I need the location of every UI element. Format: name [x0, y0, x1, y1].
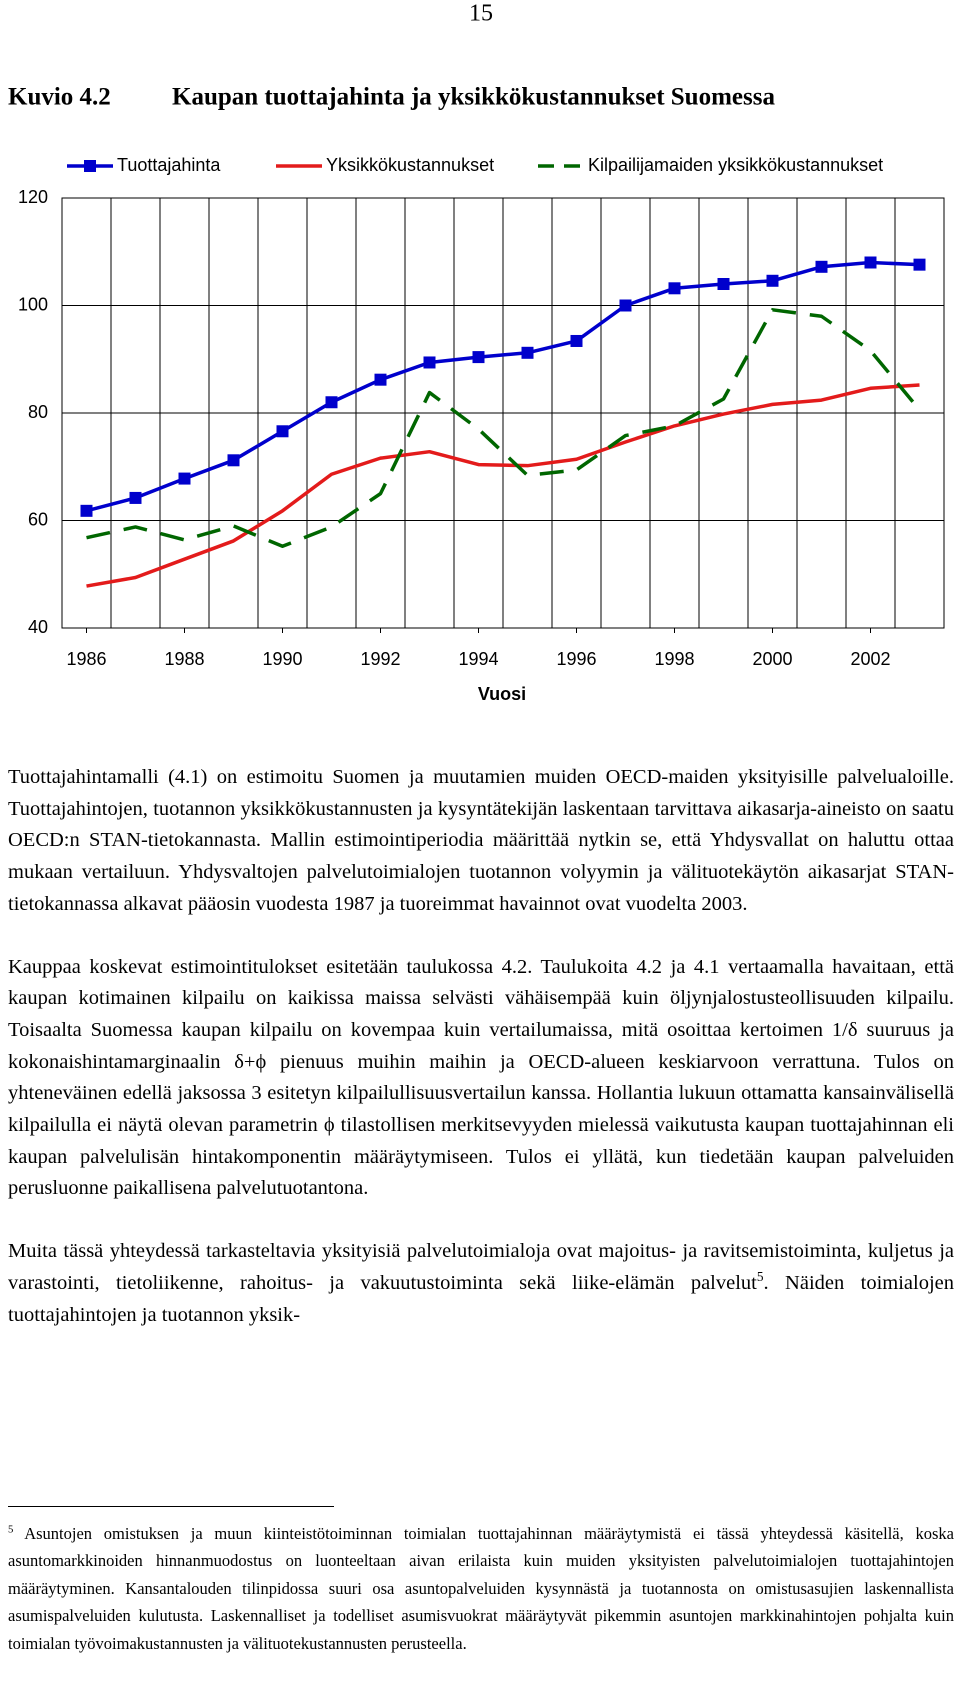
- marker: [80, 504, 93, 517]
- y-tick-label: 100: [18, 294, 48, 314]
- y-tick-label: 80: [28, 402, 48, 422]
- x-tick-label: 2002: [850, 649, 890, 669]
- figure-title: Kaupan tuottajahinta ja yksikkökustannuk…: [172, 84, 775, 111]
- x-tick-label: 1996: [556, 649, 596, 669]
- legend-label: Yksikkökustannukset: [326, 155, 494, 175]
- marker: [276, 425, 289, 438]
- x-tick-label: 2000: [752, 649, 792, 669]
- paragraph: Kauppaa koskevat estimointitulokset esit…: [8, 955, 954, 1200]
- series-line: [86, 260, 920, 513]
- marker: [717, 278, 730, 290]
- marker: [864, 256, 877, 269]
- footnote-ref: 5: [756, 1269, 764, 1285]
- marker: [766, 274, 779, 287]
- marker: [325, 396, 338, 409]
- marker: [423, 356, 436, 369]
- x-tick-label: 1992: [360, 649, 400, 669]
- page-number: 15: [469, 1, 493, 27]
- text: . Näiden toimialojen tuottajahintojen ja…: [8, 1271, 954, 1326]
- series-line: [86, 308, 921, 549]
- figure-label: Kuvio 4.2: [8, 84, 111, 111]
- marker: [521, 346, 534, 359]
- y-tick-label: 60: [28, 509, 48, 529]
- footnote: 5 Asuntojen omistuksen ja muun kiinteist…: [8, 1520, 954, 1657]
- y-tick-label: 120: [18, 187, 48, 207]
- y-tick-label: 40: [28, 617, 48, 637]
- marker: [913, 258, 926, 271]
- legend-label: Tuottajahinta: [117, 155, 221, 175]
- body-text: Tuottajahintamalli (4.1) on estimoitu Su…: [8, 762, 954, 1362]
- text: Muita tässä yhteydessä tarkasteltavia yk…: [8, 1240, 954, 1294]
- marker: [374, 373, 387, 386]
- paragraph: Tuottajahintamalli (4.1) on estimoitu Su…: [8, 766, 954, 915]
- x-tick-label: 1994: [458, 649, 498, 669]
- marker: [668, 282, 681, 295]
- marker: [570, 334, 583, 347]
- footnote-rule: [8, 1506, 334, 1507]
- legend-label: Kilpailijamaiden yksikkökustannukset: [588, 155, 883, 175]
- x-tick-label: 1998: [654, 649, 694, 669]
- x-tick-label: 1986: [66, 649, 106, 669]
- marker: [472, 351, 485, 364]
- x-tick-label: 1988: [164, 649, 204, 669]
- chart: 15 Kuvio 4.2 Kaupan tuottajahinta ja yks…: [8, 1, 945, 704]
- series-line: [86, 383, 920, 588]
- legend-marker: [84, 160, 96, 172]
- x-tick-label: 1990: [262, 649, 302, 669]
- marker: [129, 491, 142, 504]
- plot-border: [61, 197, 945, 629]
- x-axis-label: Vuosi: [478, 684, 526, 704]
- footnote-number: 5: [8, 1523, 14, 1536]
- marker: [619, 299, 632, 312]
- marker: [227, 454, 240, 467]
- paragraph: Muita tässä yhteydessä tarkasteltavia yk…: [8, 1236, 954, 1331]
- marker: [178, 472, 191, 485]
- footnote-text: Asuntojen omistuksen ja muun kiinteistöt…: [8, 1524, 954, 1653]
- marker: [815, 260, 828, 273]
